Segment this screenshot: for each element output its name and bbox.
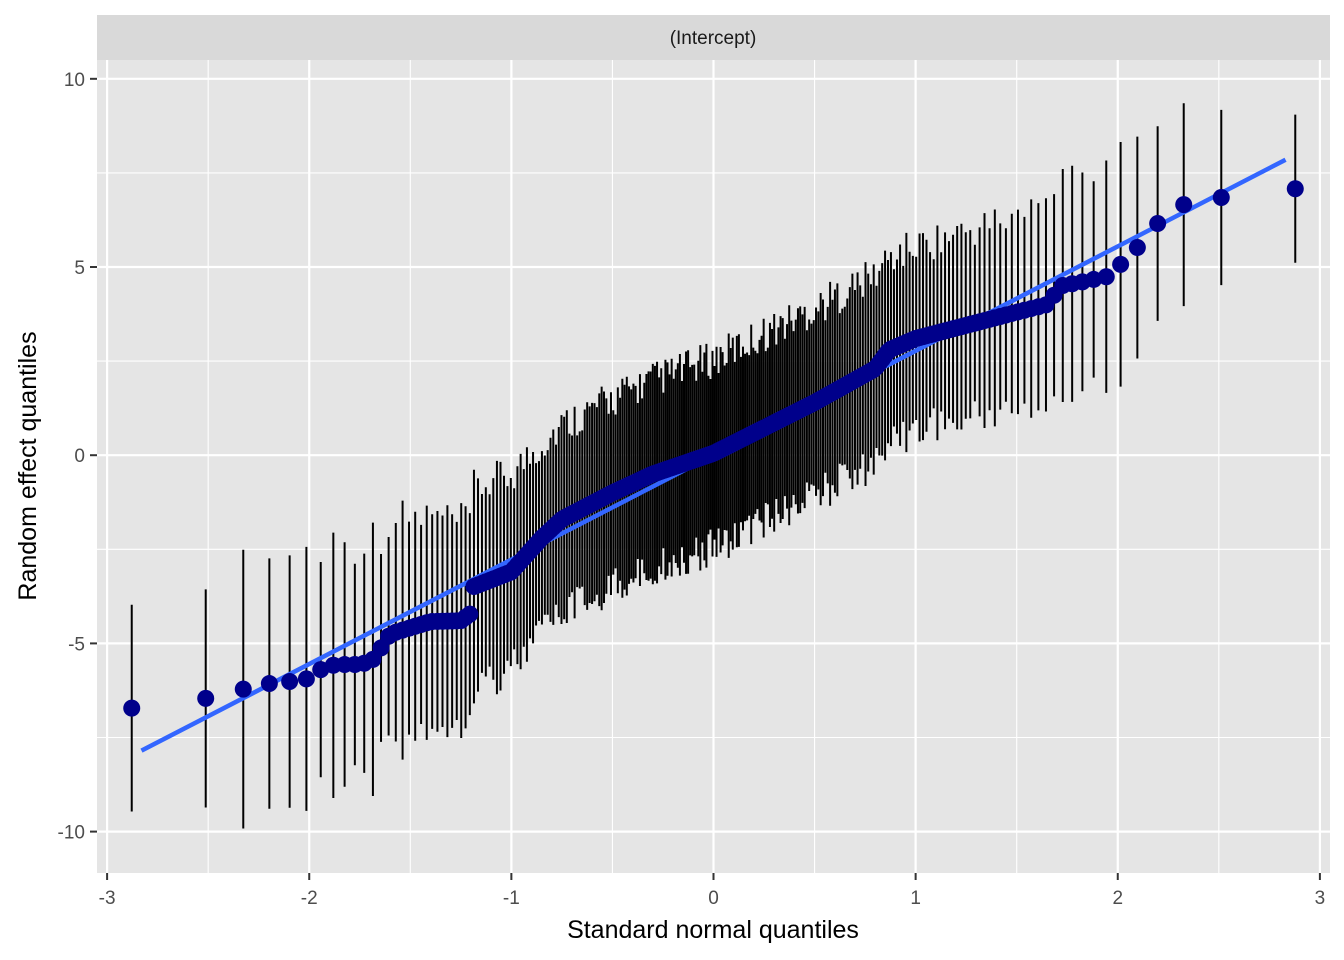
y-tick-label: 5 (74, 258, 85, 279)
data-point (1286, 180, 1304, 198)
major-gridlines (97, 60, 1330, 873)
y-tick-label: 0 (74, 446, 85, 467)
x-axis-title: Standard normal quantiles (567, 916, 859, 944)
data-point (1097, 268, 1115, 286)
x-tick-label: 3 (1315, 888, 1326, 909)
data-point (1175, 196, 1193, 214)
x-tick-label: -1 (503, 888, 520, 909)
x-tick-label: 2 (1112, 888, 1123, 909)
x-tick-label: 0 (708, 888, 719, 909)
y-axis: -10 -5 0 5 10 (58, 70, 97, 844)
data-point (1149, 215, 1167, 233)
data-points (123, 180, 1304, 717)
data-point (461, 605, 479, 623)
y-tick-label: 10 (64, 70, 85, 91)
data-point (123, 699, 141, 717)
data-point (1212, 189, 1230, 207)
data-point (234, 680, 252, 698)
y-axis-title: Random effect quantiles (14, 331, 42, 600)
data-point (260, 675, 278, 693)
data-point (197, 689, 215, 707)
y-tick-label: -5 (68, 634, 85, 655)
x-tick-label: -3 (99, 888, 116, 909)
x-axis: -3 -2 -1 0 1 2 3 (99, 873, 1326, 909)
x-tick-label: 1 (910, 888, 921, 909)
data-point (281, 673, 299, 691)
data-point (297, 670, 315, 688)
data-point (1112, 255, 1130, 273)
facet-strip (97, 15, 1330, 60)
x-tick-label: -2 (301, 888, 318, 909)
data-point (1128, 239, 1146, 257)
facet-strip-label: (Intercept) (670, 28, 757, 49)
y-tick-label: -10 (58, 823, 85, 844)
